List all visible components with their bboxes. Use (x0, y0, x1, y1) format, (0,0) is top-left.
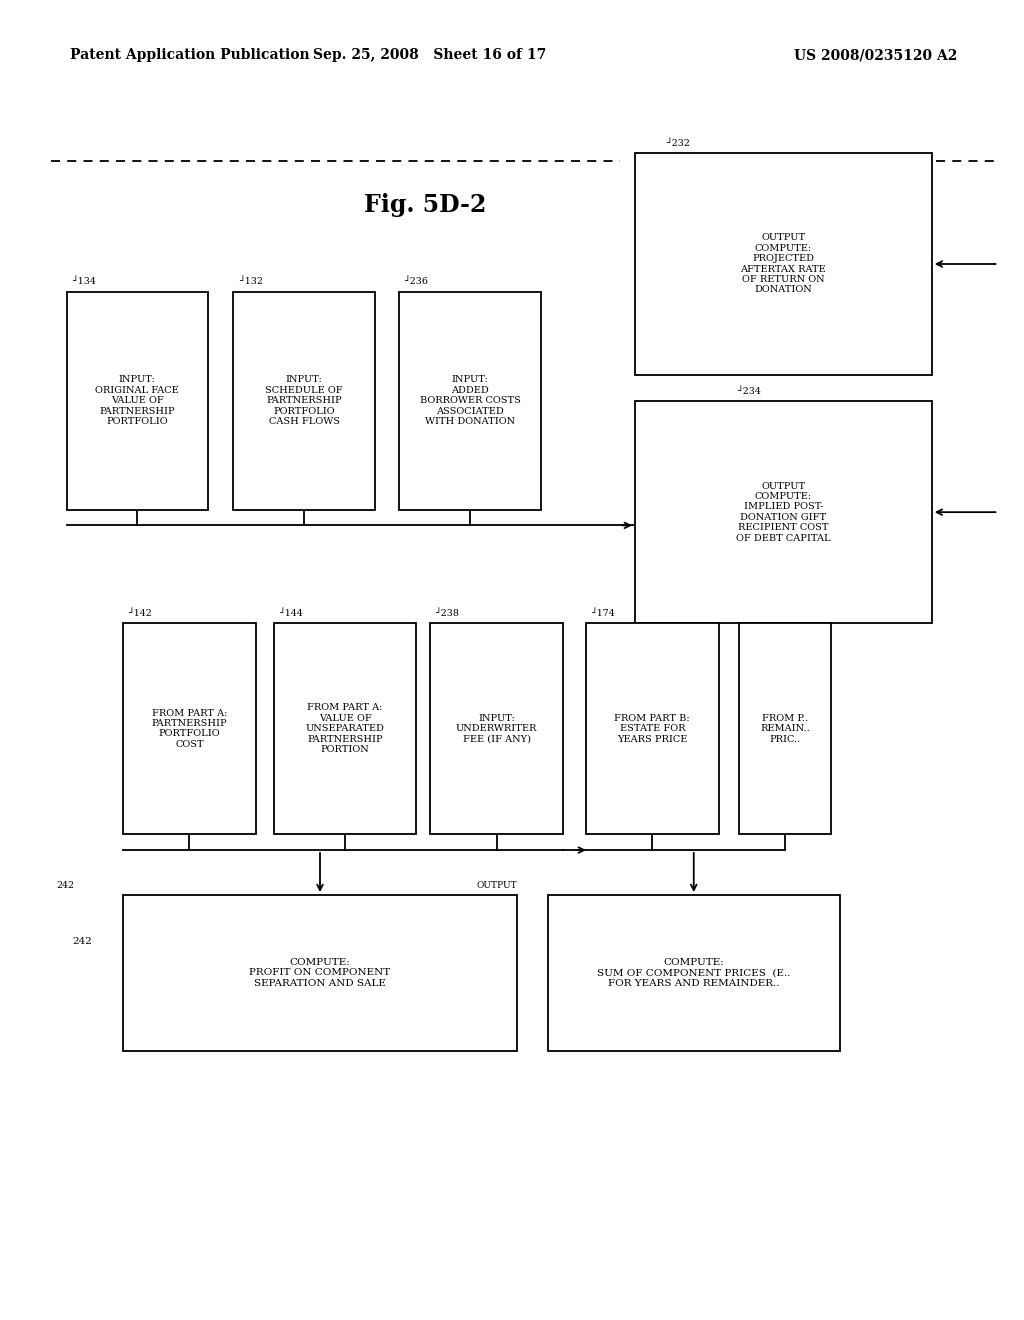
Bar (635, 153, 932, 375)
Bar (233, 292, 375, 510)
Text: ┘132: ┘132 (239, 277, 262, 286)
Text: ┘234: ┘234 (737, 387, 761, 396)
Bar (430, 623, 563, 834)
Text: INPUT:
ORIGINAL FACE
VALUE OF
PARTNERSHIP
PORTFOLIO: INPUT: ORIGINAL FACE VALUE OF PARTNERSHI… (95, 375, 179, 426)
Text: 242: 242 (73, 937, 92, 946)
Text: ┘134: ┘134 (72, 277, 95, 286)
Bar (123, 895, 517, 1051)
Bar (399, 292, 541, 510)
Text: OUTPUT
COMPUTE:
IMPLIED POST-
DONATION GIFT
RECIPIENT COST
OF DEBT CAPITAL: OUTPUT COMPUTE: IMPLIED POST- DONATION G… (736, 482, 830, 543)
Text: Fig. 5D-2: Fig. 5D-2 (364, 193, 486, 216)
Text: ┘142: ┘142 (128, 609, 152, 618)
Bar (739, 623, 831, 834)
Bar (123, 623, 256, 834)
Text: Patent Application Publication: Patent Application Publication (70, 49, 309, 62)
Text: FROM P..
REMAIN..
PRIC..: FROM P.. REMAIN.. PRIC.. (761, 714, 810, 743)
Text: FROM PART A:
VALUE OF
UNSEPARATED
PARTNERSHIP
PORTION: FROM PART A: VALUE OF UNSEPARATED PARTNE… (305, 704, 385, 754)
Text: INPUT:
UNDERWRITER
FEE (IF ANY): INPUT: UNDERWRITER FEE (IF ANY) (456, 714, 538, 743)
Text: OUTPUT
COMPUTE:
PROJECTED
AFTERTAX RATE
OF RETURN ON
DONATION: OUTPUT COMPUTE: PROJECTED AFTERTAX RATE … (740, 234, 826, 294)
Text: ┘232: ┘232 (666, 139, 689, 148)
Bar (67, 292, 208, 510)
Text: US 2008/0235120 A2: US 2008/0235120 A2 (794, 49, 957, 62)
Bar (635, 401, 932, 623)
Bar (586, 623, 719, 834)
Text: Sep. 25, 2008   Sheet 16 of 17: Sep. 25, 2008 Sheet 16 of 17 (313, 49, 547, 62)
Text: ┘238: ┘238 (435, 609, 459, 618)
Text: FROM PART B:
ESTATE FOR
YEARS PRICE: FROM PART B: ESTATE FOR YEARS PRICE (614, 714, 690, 743)
Text: OUTPUT: OUTPUT (476, 880, 517, 890)
Text: ┘236: ┘236 (404, 277, 428, 286)
Text: FROM PART A:
PARTNERSHIP
PORTFOLIO
COST: FROM PART A: PARTNERSHIP PORTFOLIO COST (152, 709, 227, 748)
Text: 242: 242 (56, 880, 75, 890)
Text: ┘174: ┘174 (591, 609, 614, 618)
Bar (548, 895, 840, 1051)
Bar (274, 623, 416, 834)
Text: COMPUTE:
SUM OF COMPONENT PRICES  (E..
FOR YEARS AND REMAINDER..: COMPUTE: SUM OF COMPONENT PRICES (E.. FO… (597, 958, 791, 987)
Text: ┘144: ┘144 (280, 609, 303, 618)
Text: INPUT:
ADDED
BORROWER COSTS
ASSOCIATED
WITH DONATION: INPUT: ADDED BORROWER COSTS ASSOCIATED W… (420, 375, 520, 426)
Text: COMPUTE:
PROFIT ON COMPONENT
SEPARATION AND SALE: COMPUTE: PROFIT ON COMPONENT SEPARATION … (250, 958, 390, 987)
Text: INPUT:
SCHEDULE OF
PARTNERSHIP
PORTFOLIO
CASH FLOWS: INPUT: SCHEDULE OF PARTNERSHIP PORTFOLIO… (265, 375, 343, 426)
